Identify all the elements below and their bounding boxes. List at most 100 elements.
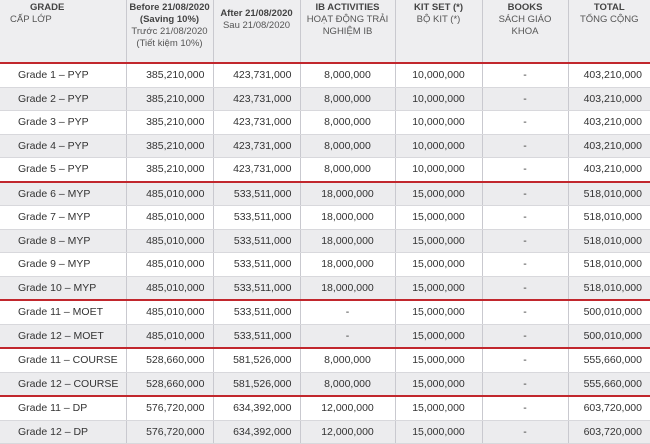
header-grade: GRADE CẤP LỚP	[0, 0, 127, 64]
header-after-vn: Sau 21/08/2020	[222, 20, 291, 31]
table-row: Grade 10 – MYP 485,010,000 533,511,000 18,0…	[0, 276, 650, 301]
header-total-en: TOTAL	[593, 2, 625, 13]
kit-set-cell: 15,000,000	[395, 347, 483, 373]
after-fee-cell: 634,392,000	[213, 395, 301, 421]
books-cell: -	[482, 324, 569, 349]
grade-cell: Grade 5 – PYP	[0, 157, 127, 182]
kit-set-cell: 15,000,000	[395, 229, 483, 253]
header-row: GRADE CẤP LỚP Before 21/08/2020 (Saving …	[0, 0, 650, 64]
after-fee-cell: 423,731,000	[213, 63, 301, 88]
before-fee-cell: 485,010,000	[126, 205, 214, 230]
kit-set-cell: 15,000,000	[395, 324, 483, 349]
total-cell: 403,210,000	[568, 87, 650, 111]
books-cell: -	[482, 347, 569, 373]
table-row: Grade 1 – PYP 385,210,000 423,731,000 8,000…	[0, 63, 650, 88]
total-cell: 518,010,000	[568, 229, 650, 253]
total-cell: 500,010,000	[568, 299, 650, 325]
total-cell: 518,010,000	[568, 205, 650, 230]
after-fee-cell: 533,511,000	[213, 299, 301, 325]
kit-set-cell: 15,000,000	[395, 420, 483, 444]
kit-set-cell: 10,000,000	[395, 63, 483, 88]
kit-set-cell: 15,000,000	[395, 372, 483, 397]
table-row: Grade 3 – PYP 385,210,000 423,731,000 8,000…	[0, 110, 650, 135]
kit-set-cell: 10,000,000	[395, 134, 483, 158]
total-cell: 500,010,000	[568, 324, 650, 349]
after-fee-cell: 634,392,000	[213, 420, 301, 444]
books-cell: -	[482, 276, 569, 301]
table-row: Grade 9 – MYP 485,010,000 533,511,000 18,00…	[0, 252, 650, 277]
before-fee-cell: 385,210,000	[126, 157, 214, 182]
table-row: Grade 6 – MYP 485,010,000 533,511,000 18,00…	[0, 180, 650, 206]
header-ib-en: IB ACTIVITIES	[315, 2, 380, 13]
before-fee-cell: 385,210,000	[126, 63, 214, 88]
table-header: GRADE CẤP LỚP Before 21/08/2020 (Saving …	[0, 0, 650, 64]
kit-set-cell: 15,000,000	[395, 252, 483, 277]
books-cell: -	[482, 252, 569, 277]
header-kit-vn: BỘ KIT (*)	[416, 14, 461, 25]
ib-activities-cell: 8,000,000	[300, 347, 396, 373]
ib-activities-cell: 18,000,000	[300, 205, 396, 230]
before-fee-cell: 485,010,000	[126, 180, 214, 206]
table-row: Grade 12 – DP 576,720,000 634,392,000 12,00…	[0, 420, 650, 444]
grade-cell: Grade 12 – DP	[0, 420, 127, 444]
grade-cell: Grade 3 – PYP	[0, 110, 127, 135]
table-row: Grade 2 – PYP 385,210,000 423,731,000 8,000…	[0, 87, 650, 111]
books-cell: -	[482, 63, 569, 88]
table-row: Grade 12 – COURSE 528,660,000 581,526,000 8…	[0, 372, 650, 397]
header-after: After 21/08/2020 Sau 21/08/2020	[213, 0, 301, 64]
header-after-en: After 21/08/2020	[220, 8, 293, 19]
total-cell: 403,210,000	[568, 157, 650, 182]
ib-activities-cell: -	[300, 299, 396, 325]
books-cell: -	[482, 180, 569, 206]
kit-set-cell: 10,000,000	[395, 87, 483, 111]
kit-set-cell: 15,000,000	[395, 205, 483, 230]
books-cell: -	[482, 299, 569, 325]
ib-activities-cell: 18,000,000	[300, 229, 396, 253]
before-fee-cell: 576,720,000	[126, 420, 214, 444]
ib-activities-cell: 12,000,000	[300, 420, 396, 444]
header-kit-set: KIT SET (*) BỘ KIT (*)	[395, 0, 483, 64]
header-before: Before 21/08/2020 (Saving 10%) Trước 21/…	[126, 0, 214, 64]
header-grade-vn: CẤP LỚP	[10, 14, 52, 25]
after-fee-cell: 581,526,000	[213, 372, 301, 397]
table-row: Grade 5 – PYP 385,210,000 423,731,000 8,000…	[0, 157, 650, 182]
grade-cell: Grade 7 – MYP	[0, 205, 127, 230]
after-fee-cell: 423,731,000	[213, 110, 301, 135]
before-fee-cell: 528,660,000	[126, 372, 214, 397]
table-body: Grade 1 – PYP 385,210,000 423,731,000 8,000…	[0, 63, 650, 444]
header-before-en: Before 21/08/2020 (Saving 10%)	[129, 2, 210, 25]
grade-cell: Grade 9 – MYP	[0, 252, 127, 277]
before-fee-cell: 385,210,000	[126, 134, 214, 158]
kit-set-cell: 15,000,000	[395, 276, 483, 301]
grade-cell: Grade 11 – DP	[0, 395, 127, 421]
header-kit-en: KIT SET (*)	[413, 2, 464, 13]
after-fee-cell: 533,511,000	[213, 276, 301, 301]
books-cell: -	[482, 134, 569, 158]
total-cell: 403,210,000	[568, 63, 650, 88]
kit-set-cell: 15,000,000	[395, 180, 483, 206]
before-fee-cell: 485,010,000	[126, 276, 214, 301]
grade-cell: Grade 1 – PYP	[0, 63, 127, 88]
kit-set-cell: 15,000,000	[395, 395, 483, 421]
grade-cell: Grade 6 – MYP	[0, 180, 127, 206]
before-fee-cell: 485,010,000	[126, 229, 214, 253]
books-cell: -	[482, 110, 569, 135]
books-cell: -	[482, 372, 569, 397]
after-fee-cell: 533,511,000	[213, 180, 301, 206]
total-cell: 603,720,000	[568, 395, 650, 421]
kit-set-cell: 10,000,000	[395, 157, 483, 182]
books-cell: -	[482, 157, 569, 182]
after-fee-cell: 423,731,000	[213, 87, 301, 111]
header-before-vn: Trước 21/08/2020 (Tiết kiệm 10%)	[131, 26, 208, 49]
books-cell: -	[482, 420, 569, 444]
after-fee-cell: 423,731,000	[213, 157, 301, 182]
table-row: Grade 12 – MOET 485,010,000 533,511,000-15…	[0, 324, 650, 349]
header-total-vn: TỔNG CỘNG	[579, 14, 639, 25]
header-total: TOTAL TỔNG CỘNG	[568, 0, 650, 64]
ib-activities-cell: 8,000,000	[300, 157, 396, 182]
before-fee-cell: 485,010,000	[126, 299, 214, 325]
before-fee-cell: 528,660,000	[126, 347, 214, 373]
after-fee-cell: 581,526,000	[213, 347, 301, 373]
total-cell: 403,210,000	[568, 110, 650, 135]
